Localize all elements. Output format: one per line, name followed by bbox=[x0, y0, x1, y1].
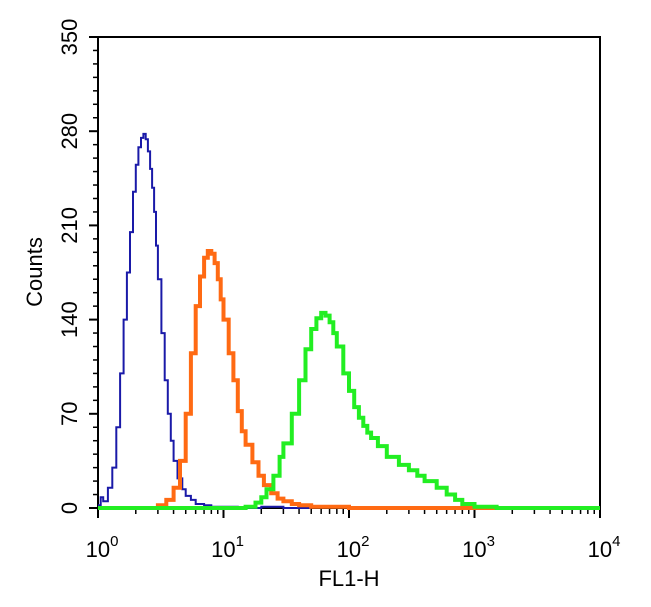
y-tick-label: 70 bbox=[57, 402, 82, 426]
y-tick-labels: 0 70 140 210 280 350 bbox=[57, 19, 82, 514]
x-tick-label: 104 bbox=[588, 533, 621, 562]
histogram-series-2 bbox=[98, 249, 600, 510]
y-axis-title: Counts bbox=[22, 237, 47, 307]
y-tick-label: 210 bbox=[57, 207, 82, 244]
histogram-series-3 bbox=[98, 310, 600, 510]
series-layer bbox=[98, 132, 600, 510]
y-tick-label: 140 bbox=[57, 301, 82, 338]
histogram-series-1 bbox=[98, 132, 312, 509]
x-axis-title: FL1-H bbox=[318, 566, 379, 591]
x-tick-label: 100 bbox=[86, 533, 119, 562]
x-tick-label: 102 bbox=[337, 533, 370, 562]
y-axis-ticks bbox=[89, 36, 98, 509]
y-tick-label: 280 bbox=[57, 113, 82, 150]
x-tick-label: 101 bbox=[211, 533, 244, 562]
x-tick-labels: 100 101 102 103 104 bbox=[86, 533, 621, 562]
x-tick-label: 103 bbox=[462, 533, 495, 562]
y-tick-label: 0 bbox=[57, 502, 82, 514]
plot-frame bbox=[97, 36, 601, 509]
y-tick-label: 350 bbox=[57, 19, 82, 56]
